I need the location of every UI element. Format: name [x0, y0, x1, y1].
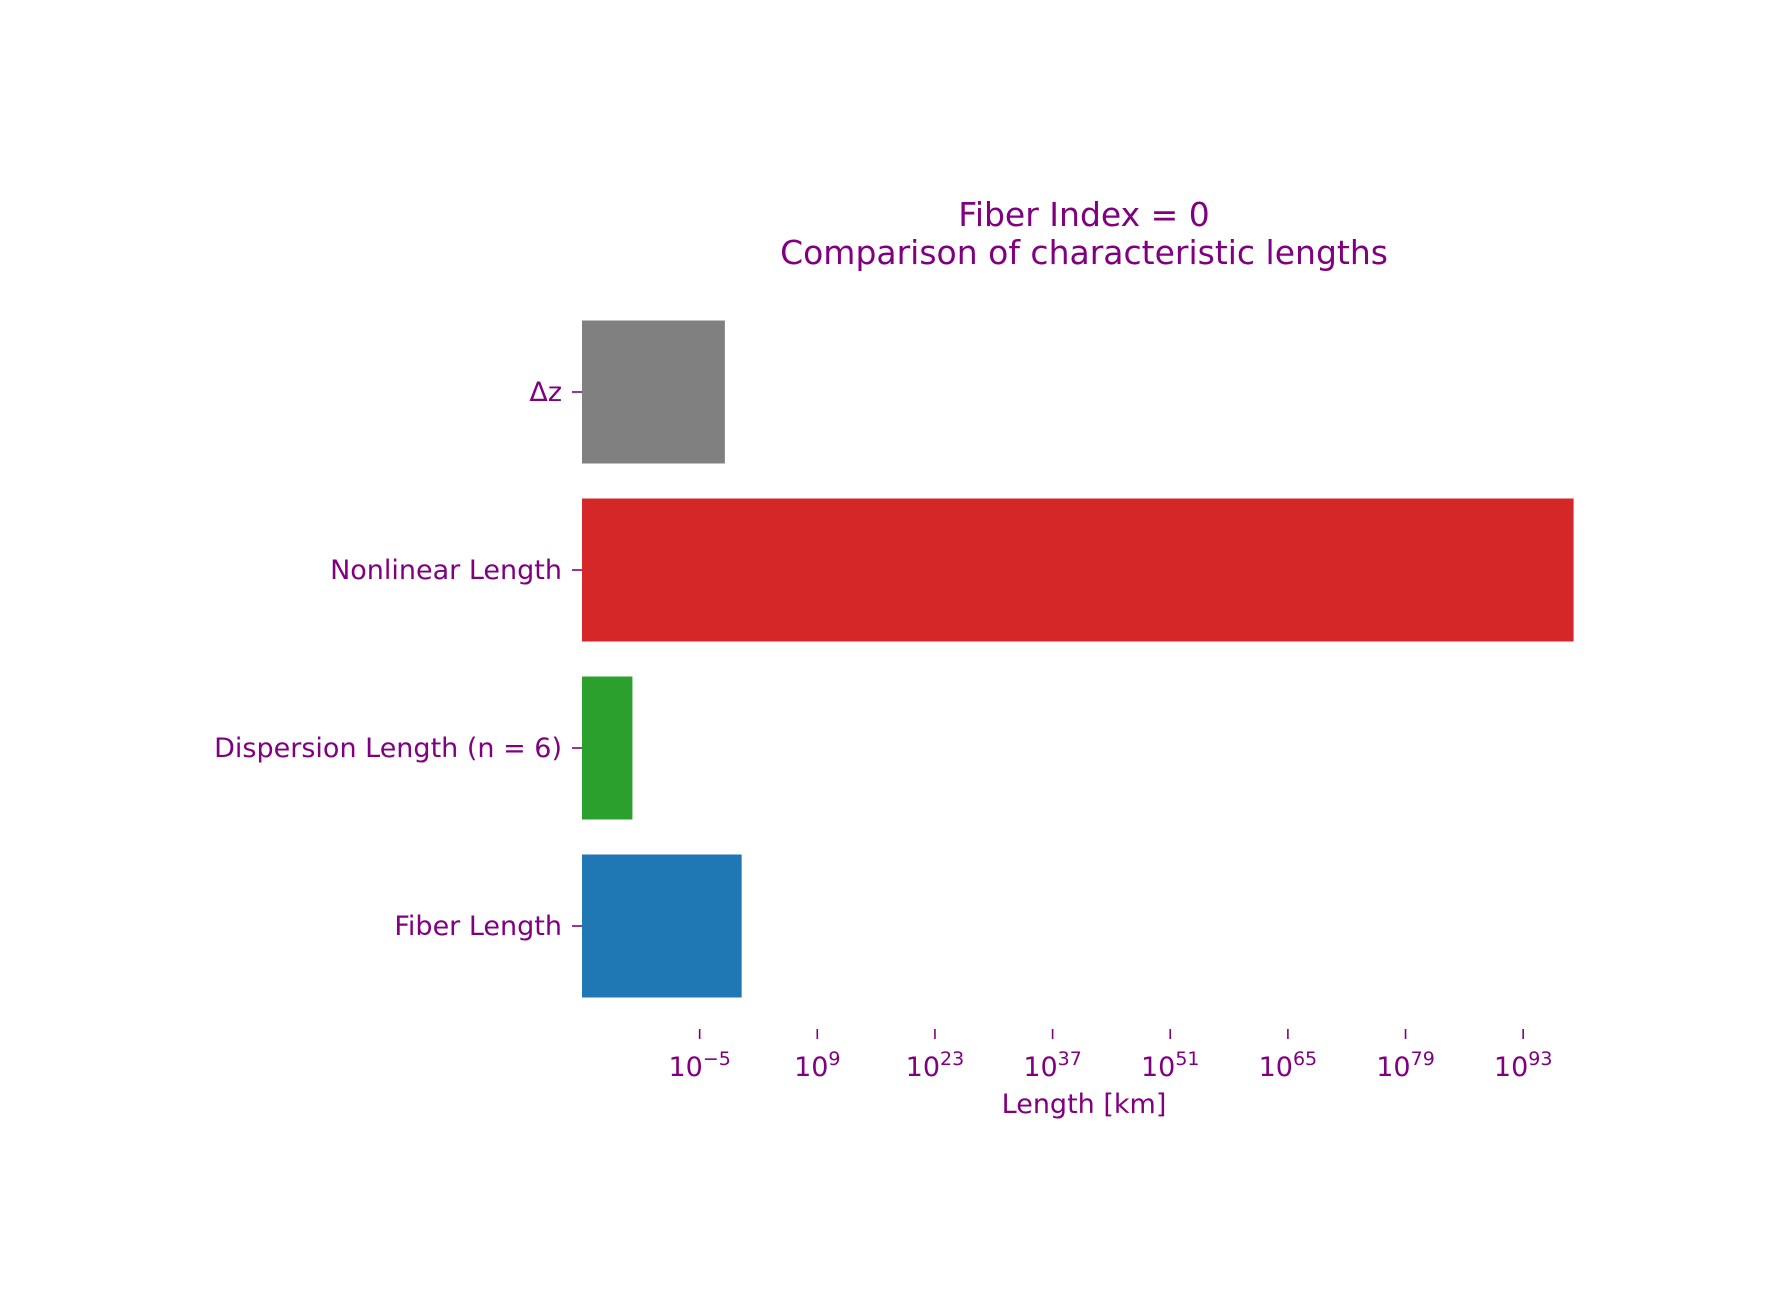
y-tick-label: Nonlinear Length	[330, 555, 562, 586]
chart-title: Fiber Index = 0	[958, 195, 1210, 234]
x-tick-label: 1079	[1376, 1048, 1435, 1083]
x-tick-label: 1023	[906, 1048, 965, 1083]
x-tick-label: 10−5	[668, 1048, 730, 1083]
bar-z	[582, 320, 725, 464]
x-axis: 10−5 109 1023 1037 1051 1065 1079 1093	[668, 1029, 1552, 1083]
bar-nonlinear-length	[582, 498, 1574, 642]
x-tick-label: 1065	[1259, 1048, 1318, 1083]
x-tick-label: 1093	[1494, 1048, 1553, 1083]
chart-subtitle: Comparison of characteristic lengths	[780, 233, 1388, 272]
x-tick-label: 1037	[1023, 1048, 1082, 1083]
y-tick-label: Fiber Length	[394, 911, 562, 942]
bar-fiber-length	[582, 854, 742, 998]
bar-dispersion-length-n-6	[582, 676, 633, 820]
bars-layer	[582, 320, 1574, 998]
y-tick-label: Dispersion Length (n = 6)	[214, 733, 562, 764]
x-axis-label: Length [km]	[1002, 1089, 1167, 1120]
x-tick-label: 1051	[1141, 1048, 1200, 1083]
y-axis: Fiber Length Dispersion Length (n = 6) Non…	[214, 377, 582, 942]
y-tick-label: Δz	[529, 377, 562, 408]
x-tick-label: 109	[794, 1048, 840, 1083]
